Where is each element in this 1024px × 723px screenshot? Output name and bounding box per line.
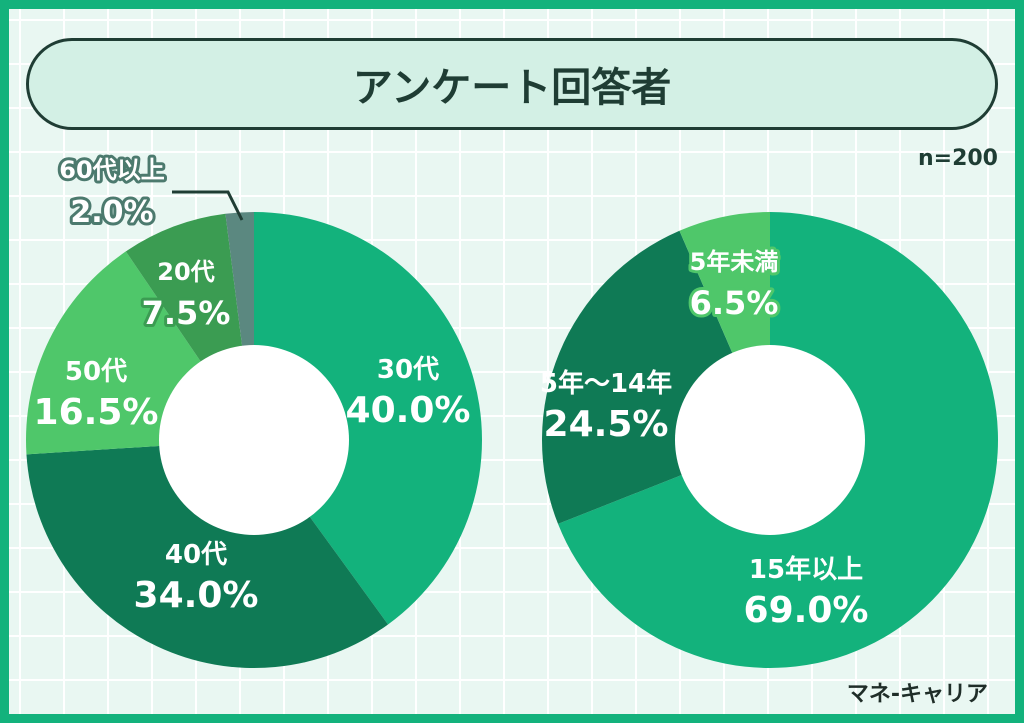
donut-hole (675, 345, 865, 535)
center-label: 年齢 (210, 416, 298, 467)
pie-slice (26, 440, 389, 668)
slice-label: 60代以上 (59, 156, 164, 184)
slice-value: 24.5% (544, 404, 669, 445)
brand-logo: マネ-キャリア (846, 682, 988, 707)
page-title: アンケート回答者 (26, 38, 998, 130)
slice-label: 50代 (65, 357, 127, 387)
sample-size: n=200 (917, 146, 998, 171)
pie-slice (254, 212, 482, 625)
slice-value: 6.5% (690, 284, 779, 322)
center-label: 残りの (739, 433, 802, 457)
slice-label: 15年以上 (749, 554, 863, 585)
slice-value: 69.0% (744, 590, 869, 631)
slice-label: 5年〜14年 (540, 368, 672, 399)
slice-label: 20代 (157, 258, 214, 286)
slice-label: 40代 (165, 540, 227, 570)
slice-value: 7.5% (142, 294, 231, 332)
leader-line (172, 190, 244, 221)
slice-value: 34.0% (134, 575, 259, 616)
slice-value: 40.0% (346, 390, 471, 431)
slice-value: 2.0% (70, 195, 153, 230)
slice-label: 30代 (377, 355, 439, 385)
center-label: 住宅ローンの (708, 399, 833, 423)
center-label: 返済期間 (728, 467, 812, 491)
slice-label: 5年未満 (690, 248, 779, 276)
donut-hole (159, 345, 349, 535)
slice-value: 16.5% (34, 392, 159, 433)
